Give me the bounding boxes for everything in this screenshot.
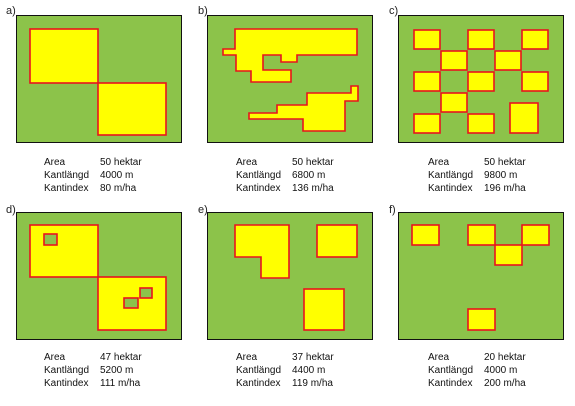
landscape-map-f [398, 212, 564, 340]
edge-index-value: 200 m/ha [484, 378, 526, 389]
area-value: 50 hektar [484, 157, 526, 168]
edge-length-value: 4000 m [100, 170, 134, 181]
area-label: Area [236, 157, 258, 168]
edge-length-label: Kantlängd [236, 170, 282, 181]
area-value: 20 hektar [484, 352, 526, 363]
area-label: Area [236, 352, 258, 363]
inner-hole [139, 287, 153, 299]
stats-d: Area 47 hektar Kantlängd 5200 m Kantindex 1… [44, 351, 142, 390]
habitat-patch [467, 29, 495, 50]
edge-length-value: 5200 m [100, 365, 134, 376]
edge-index-value: 80 m/ha [100, 183, 137, 194]
edge-index-label: Kantindex [44, 378, 89, 389]
edge-length-value: 4000 m [484, 365, 518, 376]
habitat-patch [29, 224, 99, 278]
habitat-patch [413, 113, 441, 134]
habitat-patch [440, 92, 468, 113]
edge-length-value: 4400 m [292, 365, 326, 376]
inner-hole [43, 233, 58, 246]
landscape-map-d [16, 212, 182, 340]
edge-index-label: Kantindex [236, 378, 281, 389]
habitat-patch [411, 224, 440, 246]
stats-c: Area 50 hektar Kantlängd 9800 m Kantindex 1… [428, 156, 526, 195]
habitat-patch [521, 224, 550, 246]
area-value: 47 hektar [100, 352, 142, 363]
landscape-map-b [207, 15, 373, 143]
edge-length-value: 9800 m [484, 170, 518, 181]
edge-length-label: Kantlängd [44, 365, 90, 376]
habitat-patch [97, 82, 167, 136]
panel-letter: b) [198, 5, 208, 17]
stats-e: Area 37 hektar Kantlängd 4400 m Kantindex 1… [236, 351, 334, 390]
area-value: 37 hektar [292, 352, 334, 363]
edge-length-label: Kantlängd [236, 365, 282, 376]
panel-letter: e) [198, 204, 208, 216]
area-label: Area [428, 352, 450, 363]
edge-index-value: 196 m/ha [484, 183, 526, 194]
habitat-patch [316, 224, 358, 258]
landscape-map-e [207, 212, 373, 340]
stats-b: Area 50 hektar Kantlängd 6800 m Kantindex 1… [236, 156, 334, 195]
habitat-patch [413, 71, 441, 92]
area-value: 50 hektar [292, 157, 334, 168]
landscape-map-c [398, 15, 564, 143]
edge-length-label: Kantlängd [428, 170, 474, 181]
habitat-patch [29, 28, 99, 84]
habitat-patch [248, 85, 359, 132]
habitat-patch [494, 244, 523, 266]
edge-index-label: Kantindex [428, 378, 473, 389]
stats-a: Area 50 hektar Kantlängd 4000 m Kantindex 8… [44, 156, 142, 195]
habitat-patch [413, 29, 441, 50]
habitat-patch [521, 29, 549, 50]
habitat-patch [494, 50, 522, 71]
edge-index-label: Kantindex [44, 183, 89, 194]
area-label: Area [428, 157, 450, 168]
habitat-patch [521, 71, 549, 92]
edge-length-label: Kantlängd [428, 365, 474, 376]
habitat-patch [467, 113, 495, 134]
edge-index-value: 136 m/ha [292, 183, 334, 194]
habitat-patch [467, 224, 496, 246]
panel-letter: c) [389, 5, 399, 17]
stats-f: Area 20 hektar Kantlängd 4000 m Kantindex 2… [428, 351, 526, 390]
habitat-patch [509, 102, 539, 134]
habitat-patch [467, 71, 495, 92]
edge-index-label: Kantindex [236, 183, 281, 194]
edge-length-label: Kantlängd [44, 170, 90, 181]
habitat-patch [222, 28, 358, 83]
inner-hole [123, 297, 139, 309]
habitat-patch [440, 50, 468, 71]
area-label: Area [44, 352, 66, 363]
habitat-patch [234, 224, 290, 279]
area-label: Area [44, 157, 66, 168]
edge-index-label: Kantindex [428, 183, 473, 194]
habitat-patch [467, 308, 496, 331]
landscape-map-a [16, 15, 182, 143]
edge-index-value: 119 m/ha [292, 378, 333, 389]
panel-letter: f) [389, 204, 396, 216]
edge-index-value: 111 m/ha [100, 378, 141, 389]
edge-length-value: 6800 m [292, 170, 326, 181]
area-value: 50 hektar [100, 157, 142, 168]
panel-letter: a) [6, 5, 16, 17]
habitat-patch [303, 288, 345, 331]
panel-letter: d) [6, 204, 16, 216]
